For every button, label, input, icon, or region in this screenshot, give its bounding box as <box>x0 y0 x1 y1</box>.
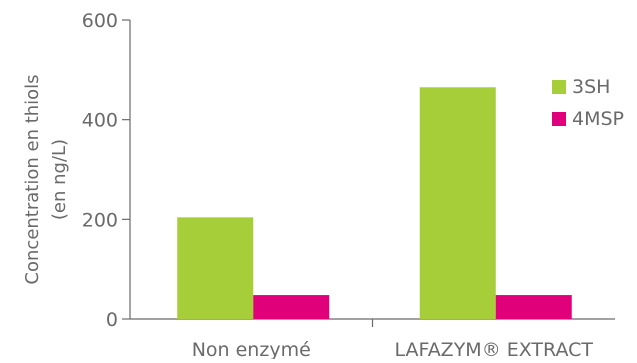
y-axis-title-line: Concentration en thiols <box>22 74 43 284</box>
legend-swatch-4msp <box>552 112 566 126</box>
x-category-label: Non enzymé <box>192 339 311 359</box>
bar-3sh-0 <box>177 217 254 319</box>
legend-label-4msp: 4MSP <box>572 108 624 130</box>
legend-label-3sh: 3SH <box>572 76 610 98</box>
y-axis-title: Concentration en thiols (en ng/L) <box>22 74 70 284</box>
y-tick-label: 200 <box>82 209 118 231</box>
bar-4msp-1 <box>495 295 572 319</box>
y-tick-label: 600 <box>82 10 118 32</box>
bar-4msp-0 <box>253 295 330 319</box>
labels: 0 200 400 600 Non enzymé LAFAZYM® EXTRACT Conc… <box>22 10 593 361</box>
y-tick-label: 0 <box>106 309 118 331</box>
y-axis-title-line: (en ng/L) <box>49 139 70 220</box>
y-tick-label: 400 <box>82 110 118 132</box>
x-category-label: LAFAZYM® EXTRACT <box>394 339 593 359</box>
bars <box>177 87 572 320</box>
legend: 3SH 4MSP <box>552 76 624 130</box>
legend-swatch-3sh <box>552 80 566 94</box>
bar-3sh-1 <box>419 87 496 320</box>
